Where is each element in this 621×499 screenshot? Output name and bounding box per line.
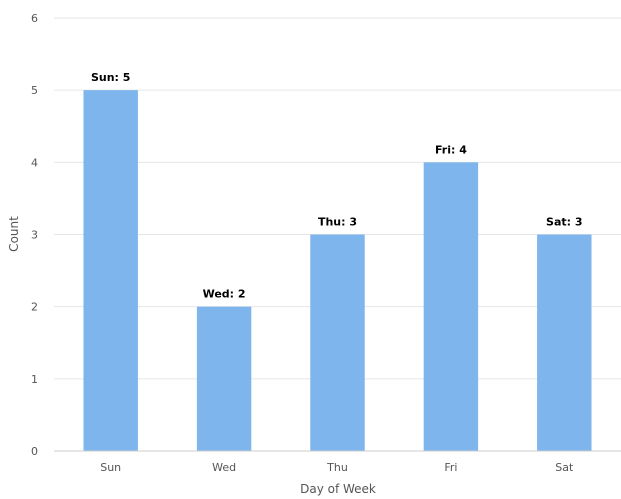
y-tick-label: 1 (31, 373, 38, 386)
data-label-sun: Sun: 5 (91, 71, 130, 84)
bars (83, 90, 592, 452)
y-tick-labels: 0 1 2 3 4 5 6 (31, 12, 38, 458)
x-tick-label-sun: Sun (100, 461, 121, 474)
x-tick-labels: Sun Wed Thu Fri Sat (100, 461, 574, 474)
bar-sat (537, 234, 592, 451)
y-tick-label: 5 (31, 84, 38, 97)
bar-fri (423, 162, 479, 452)
y-tick-label: 0 (31, 445, 38, 458)
x-tick-label-wed: Wed (212, 461, 236, 474)
y-tick-label: 6 (31, 12, 38, 25)
bar-thu (310, 234, 365, 451)
data-label-wed: Wed: 2 (203, 288, 246, 301)
x-axis-title: Day of Week (300, 482, 376, 496)
y-tick-label: 4 (31, 156, 38, 169)
bar-wed (196, 306, 252, 451)
data-label-sat: Sat: 3 (546, 216, 583, 229)
data-labels: Sun: 5 Wed: 2 Thu: 3 Fri: 4 Sat: 3 (91, 71, 583, 301)
x-tick-label-sat: Sat (555, 461, 574, 474)
y-axis-title: Count (7, 216, 21, 252)
data-label-thu: Thu: 3 (318, 216, 357, 229)
bar-sun (83, 90, 138, 452)
x-tick-label-fri: Fri (444, 461, 457, 474)
y-tick-label: 2 (31, 301, 38, 314)
x-tick-label-thu: Thu (326, 461, 348, 474)
data-label-fri: Fri: 4 (435, 143, 467, 156)
y-tick-label: 3 (31, 229, 38, 242)
